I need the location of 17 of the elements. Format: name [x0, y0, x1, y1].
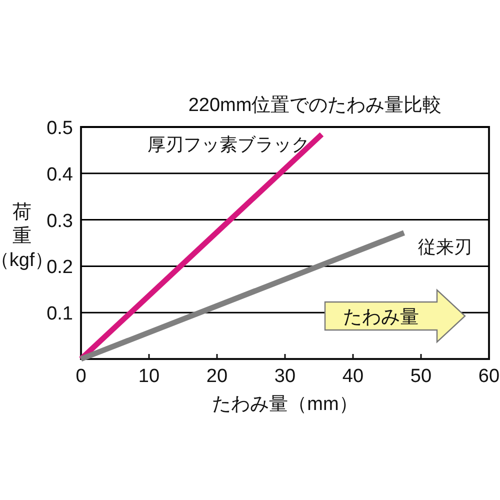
y-tick-label: 0.2 — [46, 257, 73, 278]
y-tick-label: 0.1 — [46, 304, 73, 325]
chart-title: 220mm位置でのたわみ量比較 — [188, 95, 442, 116]
y-tick-label: 0.3 — [46, 210, 73, 232]
x-tick-label: 10 — [138, 366, 160, 387]
x-tick-label: 50 — [410, 366, 432, 387]
annotation: たわみ量 — [343, 307, 419, 328]
series-label: 従来刃 — [418, 236, 472, 257]
x-axis-title: たわみ量（mm） — [212, 394, 358, 415]
x-tick-label: 30 — [274, 366, 296, 387]
y-tick-label: 0.4 — [46, 164, 74, 186]
x-tick-label: 0 — [76, 366, 86, 387]
series-label: 厚刃フッ素ブラック — [148, 134, 310, 154]
y-tick-label: 0.5 — [46, 118, 73, 139]
x-tick-label: 60 — [478, 366, 500, 387]
x-tick-label: 20 — [206, 366, 228, 387]
x-tick-label: 40 — [342, 366, 364, 387]
